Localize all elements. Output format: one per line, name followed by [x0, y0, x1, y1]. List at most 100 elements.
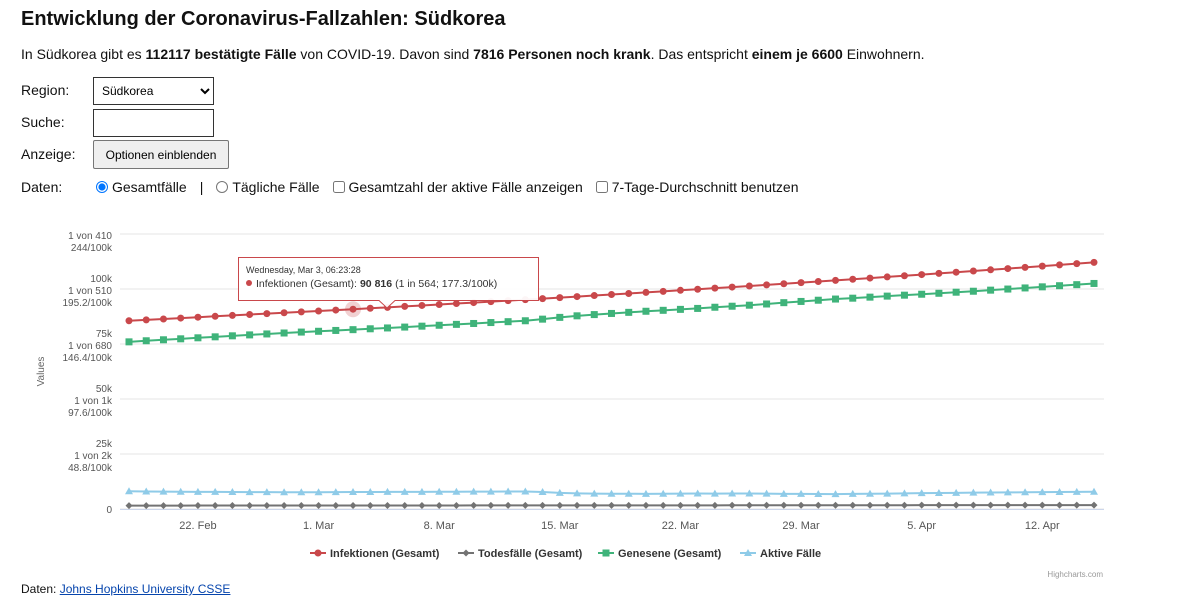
option-label: Gesamtzahl der aktive Fälle anzeigen	[348, 179, 583, 195]
data-point	[556, 313, 564, 321]
data-point	[142, 487, 151, 495]
data-point	[642, 501, 650, 509]
data-point	[900, 501, 908, 509]
x-tick-label: 12. Apr	[1025, 520, 1060, 532]
x-tick-label: 5. Apr	[907, 520, 936, 532]
data-point	[1038, 262, 1046, 270]
data-point	[211, 312, 219, 320]
data-point	[573, 501, 581, 509]
region-select[interactable]: Südkorea	[93, 77, 214, 105]
data-point	[935, 269, 943, 277]
data-point	[194, 502, 202, 510]
data-point	[831, 490, 840, 498]
data-point	[625, 308, 633, 316]
data-point	[262, 488, 271, 496]
data-point	[1004, 501, 1012, 509]
footer: Daten: Johns Hopkins University CSSE	[21, 582, 230, 596]
summary-text: In Südkorea gibt es	[21, 46, 142, 62]
data-point	[659, 287, 667, 295]
data-point	[745, 282, 753, 290]
data-point	[539, 295, 547, 303]
data-point	[539, 501, 547, 509]
data-point	[1090, 279, 1098, 287]
data-point	[504, 487, 513, 495]
data-point	[728, 501, 736, 509]
data-point	[417, 487, 426, 495]
data-point	[435, 301, 443, 309]
footer-label: Daten:	[21, 582, 57, 596]
data-point	[332, 326, 340, 334]
data-point	[1073, 281, 1081, 289]
display-button[interactable]: Optionen einblenden	[93, 140, 229, 169]
legend-label: Todesfälle (Gesamt)	[478, 548, 583, 560]
data-point	[590, 311, 598, 319]
data-point	[866, 293, 874, 301]
y-tick-line: 50k	[96, 384, 113, 395]
data-point	[176, 487, 185, 495]
data-point	[1056, 501, 1064, 509]
radio-total[interactable]	[96, 181, 108, 193]
data-point	[918, 271, 926, 279]
checkbox-avg[interactable]	[595, 181, 608, 193]
data-point	[1090, 487, 1098, 495]
legend-label: Genesene (Gesamt)	[618, 548, 722, 560]
y-tick-label: 0	[106, 505, 112, 516]
data-point	[435, 321, 443, 329]
data-point	[556, 501, 564, 509]
data-point	[935, 501, 943, 509]
data-point	[332, 501, 340, 509]
data-point	[780, 299, 788, 307]
data-point	[1021, 263, 1029, 271]
data-point	[849, 294, 857, 302]
x-tick-label: 1. Mar	[303, 520, 335, 532]
x-tick-label: 22. Mar	[662, 520, 700, 532]
hover-halo	[345, 301, 362, 318]
checkbox-active[interactable]	[332, 181, 345, 193]
y-tick-line: 1 von 510	[68, 286, 112, 297]
data-point	[987, 266, 995, 274]
data-point	[832, 276, 840, 284]
data-point	[555, 488, 564, 496]
x-tick-label: 29. Mar	[782, 520, 820, 532]
data-point	[814, 501, 822, 509]
data-point	[383, 324, 391, 332]
data-point	[987, 501, 995, 509]
data-point	[194, 334, 202, 342]
data-point	[470, 501, 478, 509]
data-point	[728, 283, 736, 291]
data-point	[469, 487, 478, 495]
data-point	[246, 502, 254, 510]
legend-marker	[314, 549, 322, 557]
data-point	[935, 289, 943, 297]
y-tick-line: 1 von 680	[68, 341, 112, 352]
data-point	[832, 295, 840, 303]
data-point	[504, 318, 512, 326]
search-input[interactable]	[93, 109, 214, 137]
data-point	[280, 488, 289, 496]
tooltip-label: Infektionen (Gesamt):	[256, 278, 357, 290]
data-point	[762, 489, 771, 497]
data-point	[315, 327, 323, 335]
data-point	[676, 501, 684, 509]
data-point	[1004, 285, 1012, 293]
data-point	[1021, 284, 1029, 292]
y-tick-line: 75k	[96, 329, 113, 340]
data-point	[297, 488, 306, 496]
data-point	[1003, 488, 1012, 496]
data-point	[883, 273, 891, 281]
data-point	[917, 489, 926, 497]
source-link[interactable]: Johns Hopkins University CSSE	[59, 582, 231, 596]
data-point	[694, 285, 702, 293]
y-tick-label: 100k 1 von 510 195.2/100k	[63, 274, 113, 309]
radio-daily[interactable]	[216, 181, 229, 193]
data-point	[194, 313, 202, 321]
data-point	[608, 291, 615, 299]
data-point	[780, 501, 788, 509]
summary-active: 7816 Personen noch krank	[473, 46, 651, 62]
data-point	[952, 488, 961, 496]
data-point	[848, 489, 857, 497]
y-tick-line: 1 von 410	[68, 231, 112, 242]
data-point	[418, 501, 426, 509]
data-point	[1004, 265, 1012, 273]
